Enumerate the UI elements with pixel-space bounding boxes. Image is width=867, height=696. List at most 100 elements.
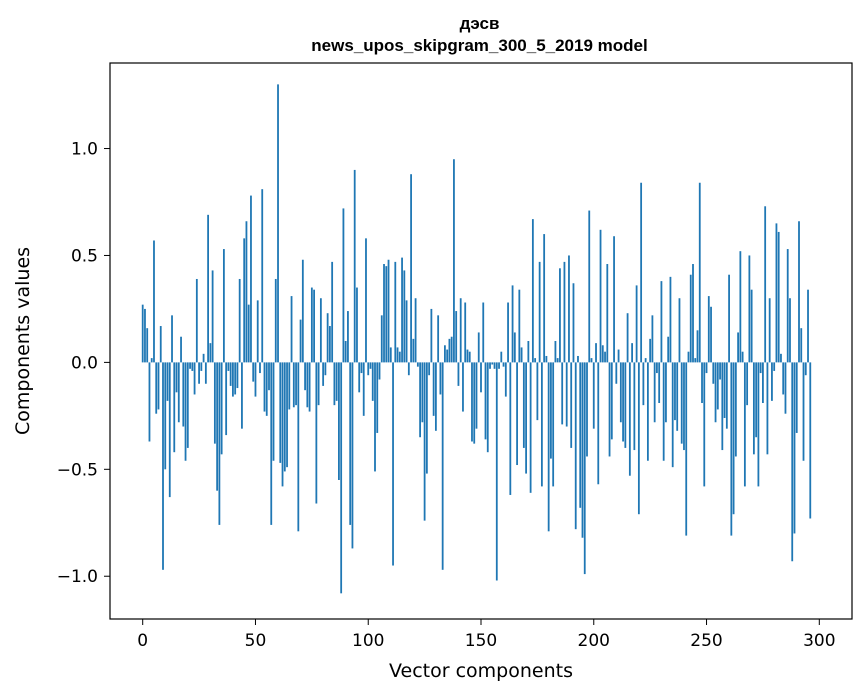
x-tick-label: 150 (465, 631, 497, 651)
bar (671, 362, 674, 468)
bar (218, 362, 221, 525)
x-axis-label: Vector components (389, 660, 573, 682)
bar (245, 221, 248, 363)
bar (759, 362, 762, 374)
bar (520, 347, 523, 363)
bar (550, 362, 552, 459)
bar (502, 362, 505, 367)
bar (306, 362, 309, 408)
bar (516, 362, 518, 466)
bar (207, 214, 209, 363)
bar (507, 302, 509, 363)
bar (299, 319, 302, 363)
bar (581, 362, 584, 538)
bar (712, 362, 715, 384)
bar (141, 304, 144, 363)
bar (425, 362, 428, 474)
bar (177, 362, 180, 423)
bars-group (141, 84, 812, 594)
bar (441, 362, 444, 570)
bar (234, 362, 237, 395)
bar (545, 355, 548, 363)
bar (263, 362, 266, 412)
bar (538, 261, 541, 363)
bar (252, 362, 255, 382)
bar (222, 249, 225, 363)
bar (459, 298, 462, 363)
bar (385, 266, 388, 363)
bar (153, 240, 155, 363)
bar (180, 336, 182, 363)
bar (220, 362, 223, 455)
bar (500, 351, 503, 363)
bar (286, 362, 288, 468)
bar (768, 298, 771, 363)
bar (168, 362, 171, 498)
bar (637, 362, 640, 515)
x-tick-label: 200 (578, 631, 610, 651)
bar (444, 345, 446, 363)
bar (513, 332, 516, 363)
bar (601, 345, 604, 363)
bar (762, 362, 764, 404)
bar (568, 255, 570, 363)
bar (570, 362, 573, 448)
bar (175, 362, 178, 393)
bar (297, 362, 300, 532)
bar (254, 362, 257, 397)
bar (367, 362, 370, 376)
bar (660, 281, 663, 363)
bar (784, 362, 787, 414)
bar (676, 362, 679, 431)
chart-title-line-1: дэсв (460, 14, 500, 33)
bar (574, 362, 577, 530)
y-tick-label: 1.0 (71, 140, 98, 160)
bar (401, 257, 403, 363)
bar (509, 362, 512, 495)
bar (256, 300, 259, 363)
bar (202, 353, 205, 363)
bar (283, 362, 286, 472)
bar (703, 362, 706, 487)
x-axis-ticks: 0 50 100 150 200 250 300 (137, 619, 836, 651)
bar (534, 358, 537, 363)
bar (374, 362, 376, 472)
bar (486, 362, 489, 453)
bar (795, 362, 798, 433)
bar (209, 343, 212, 363)
bar (229, 362, 232, 386)
bar (159, 326, 162, 363)
bar (331, 261, 334, 363)
bar (250, 195, 252, 363)
bar (606, 264, 609, 363)
bar (504, 362, 507, 397)
bar (592, 362, 595, 429)
bar (804, 362, 807, 376)
bar (464, 302, 467, 363)
bar (243, 238, 246, 363)
bar (689, 274, 692, 363)
bar (396, 347, 399, 363)
bar (270, 362, 273, 525)
bar (477, 332, 480, 363)
bar (351, 362, 354, 549)
bar (656, 362, 658, 374)
bar (407, 362, 410, 376)
bar (301, 259, 304, 363)
bar (281, 362, 284, 487)
bar (613, 236, 615, 363)
bar (344, 341, 347, 363)
bar (189, 362, 191, 369)
bar (495, 362, 498, 581)
bar (295, 362, 297, 406)
plot-frame (109, 62, 853, 620)
bar (457, 362, 460, 386)
bar (746, 362, 749, 406)
bar (236, 362, 239, 389)
bar (365, 238, 367, 363)
bar (669, 276, 672, 363)
bar (552, 362, 555, 487)
bar (773, 362, 776, 371)
bar (780, 353, 782, 363)
bar (466, 349, 469, 363)
